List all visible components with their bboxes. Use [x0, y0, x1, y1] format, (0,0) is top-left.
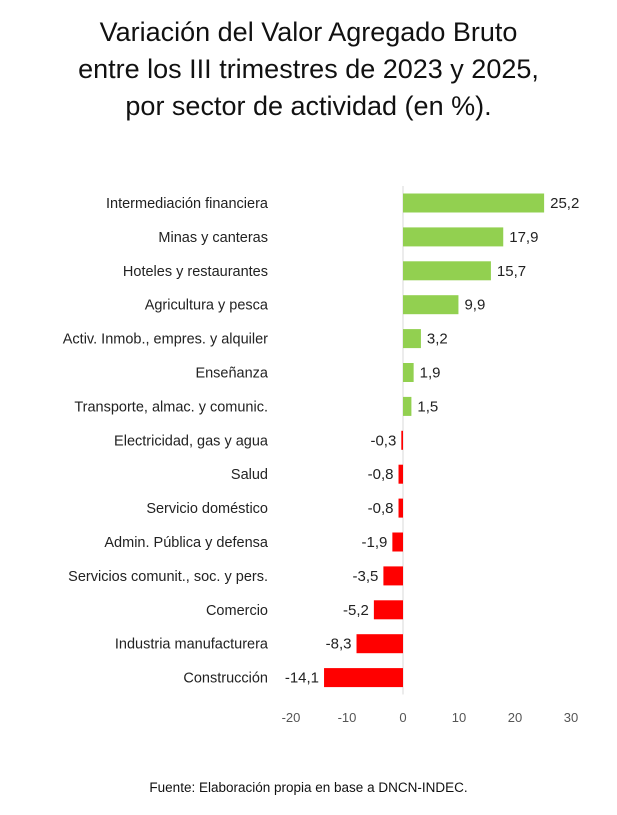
data-label: 3,2: [427, 331, 448, 348]
data-label: -1,9: [362, 534, 388, 551]
source-note: Fuente: Elaboración propia en base a DNC…: [149, 780, 468, 795]
data-label: -0,8: [368, 500, 394, 517]
bar: [398, 464, 403, 484]
category-label: Intermediación financiera: [106, 196, 269, 212]
category-label: Comercio: [206, 603, 268, 619]
data-label: -0,8: [368, 466, 394, 483]
category-label: Admin. Pública y defensa: [104, 535, 269, 551]
chart-title: Variación del Valor Agregado Bruto entre…: [0, 14, 617, 125]
bar: [398, 498, 403, 518]
data-label: 1,9: [420, 365, 441, 382]
category-label: Electricidad, gas y agua: [114, 433, 269, 449]
data-label: -5,2: [343, 602, 369, 619]
category-label: Construcción: [183, 671, 268, 687]
x-tick-label: 20: [508, 710, 522, 725]
x-tick-label: 0: [399, 710, 406, 725]
bar: [392, 532, 403, 552]
category-label: Servicio doméstico: [146, 501, 268, 517]
bar: [401, 430, 403, 450]
data-label: -0,3: [370, 432, 396, 449]
bar: [403, 295, 459, 315]
data-label: 1,5: [417, 398, 438, 415]
bar: [373, 600, 403, 620]
x-tick-label: -10: [338, 710, 357, 725]
bar: [403, 363, 414, 382]
title-line: Variación del Valor Agregado Bruto: [99, 17, 518, 47]
bar: [403, 261, 491, 281]
data-label: -8,3: [326, 636, 352, 653]
bar: [356, 634, 403, 654]
x-tick-label: 30: [564, 710, 578, 725]
data-label: -3,5: [353, 568, 379, 585]
category-label: Hoteles y restaurantes: [123, 264, 268, 280]
data-label: 15,7: [497, 263, 526, 280]
data-label: 9,9: [464, 297, 485, 314]
bar: [403, 329, 421, 349]
bar: [383, 566, 403, 586]
title-line: entre los III trimestres de 2023 y 2025,: [78, 54, 539, 84]
category-label: Servicios comunit., soc. y pers.: [68, 569, 268, 585]
x-tick-label: 10: [452, 710, 466, 725]
bar: [403, 396, 412, 416]
category-label: Salud: [231, 467, 268, 483]
bar: [403, 227, 504, 247]
category-label: Activ. Inmob., empres. y alquiler: [63, 332, 268, 348]
category-label: Agricultura y pesca: [145, 298, 269, 314]
data-label: 17,9: [509, 229, 538, 246]
category-label: Minas y canteras: [158, 230, 268, 246]
data-label: 25,2: [550, 195, 579, 212]
category-label: Industria manufacturera: [115, 637, 269, 653]
bar: [324, 668, 403, 688]
x-tick-label: -20: [282, 710, 301, 725]
category-label: Transporte, almac. y comunic.: [74, 399, 268, 415]
title-line: por sector de actividad (en %).: [125, 91, 492, 121]
bar: [403, 193, 545, 213]
data-label: -14,1: [285, 670, 319, 687]
category-label: Enseñanza: [195, 366, 268, 382]
